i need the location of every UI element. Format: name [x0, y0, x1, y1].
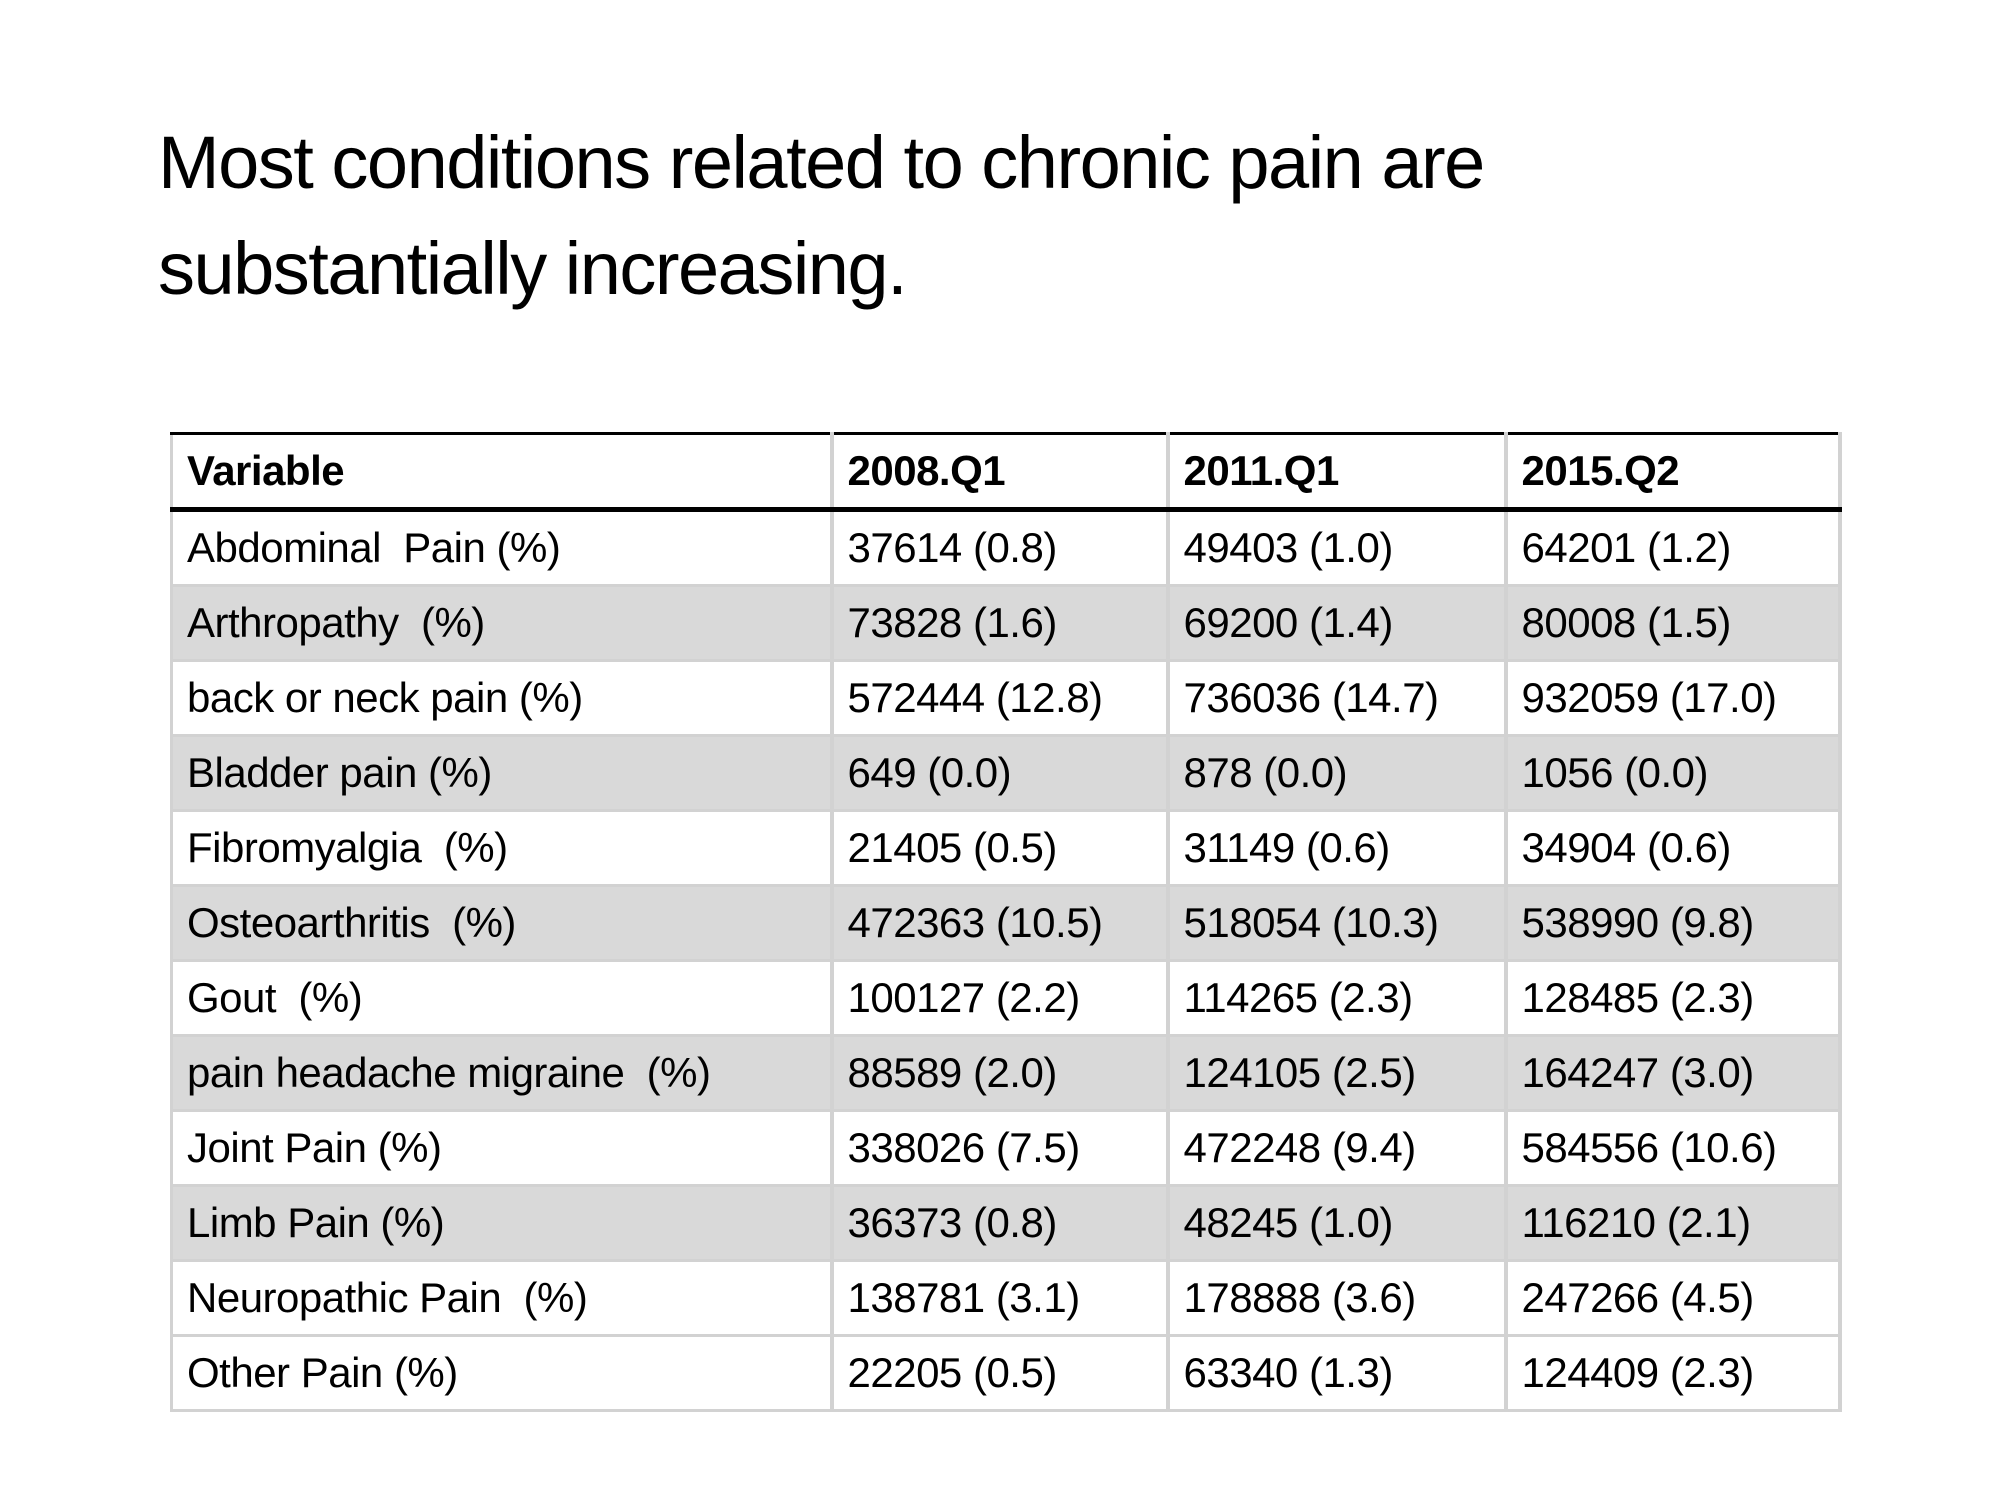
condition-label: pain headache migraine (%)	[171, 1035, 834, 1112]
value-2008q1: 100127 (2.2)	[831, 960, 1170, 1037]
condition-label: Fibromyalgia (%)	[171, 810, 834, 887]
condition-label: Gout (%)	[171, 960, 834, 1037]
value-2008q1: 22205 (0.5)	[831, 1335, 1170, 1412]
value-2015q2: 124409 (2.3)	[1505, 1335, 1842, 1412]
table-header-row: Variable 2008.Q1 2011.Q1 2015.Q2	[171, 433, 1842, 512]
value-2015q2: 538990 (9.8)	[1505, 885, 1842, 962]
condition-label: Abdominal Pain (%)	[171, 509, 834, 587]
value-2011q1: 878 (0.0)	[1167, 735, 1508, 812]
value-2011q1: 31149 (0.6)	[1167, 810, 1508, 887]
slide-title-line-1: Most conditions related to chronic pain …	[158, 121, 1485, 204]
value-2015q2: 64201 (1.2)	[1505, 509, 1842, 587]
condition-label: Joint Pain (%)	[171, 1110, 834, 1187]
table-row: Osteoarthritis (%) 472363 (10.5) 518054 …	[171, 885, 1842, 962]
col-header-2011q1: 2011.Q1	[1167, 433, 1508, 512]
value-2011q1: 736036 (14.7)	[1167, 660, 1508, 737]
value-2008q1: 338026 (7.5)	[831, 1110, 1170, 1187]
value-2011q1: 48245 (1.0)	[1167, 1185, 1508, 1262]
value-2011q1: 518054 (10.3)	[1167, 885, 1508, 962]
value-2011q1: 49403 (1.0)	[1167, 509, 1508, 587]
slide-title: Most conditions related to chronic pain …	[158, 110, 1485, 322]
value-2015q2: 247266 (4.5)	[1505, 1260, 1842, 1337]
col-header-2015q2: 2015.Q2	[1505, 433, 1842, 512]
value-2011q1: 63340 (1.3)	[1167, 1335, 1508, 1412]
value-2015q2: 932059 (17.0)	[1505, 660, 1842, 737]
value-2015q2: 116210 (2.1)	[1505, 1185, 1842, 1262]
table-row: Neuropathic Pain (%) 138781 (3.1) 178888…	[171, 1260, 1842, 1337]
condition-label: Other Pain (%)	[171, 1335, 834, 1412]
table-row: Fibromyalgia (%) 21405 (0.5) 31149 (0.6)…	[171, 810, 1842, 887]
col-header-variable: Variable	[171, 433, 834, 512]
table-row: Arthropathy (%) 73828 (1.6) 69200 (1.4) …	[171, 585, 1842, 662]
value-2015q2: 164247 (3.0)	[1505, 1035, 1842, 1112]
col-header-2008q1: 2008.Q1	[831, 433, 1170, 512]
value-2015q2: 80008 (1.5)	[1505, 585, 1842, 662]
condition-label: Bladder pain (%)	[171, 735, 834, 812]
slide-title-line-2: substantially increasing.	[158, 227, 908, 310]
value-2011q1: 124105 (2.5)	[1167, 1035, 1508, 1112]
value-2015q2: 1056 (0.0)	[1505, 735, 1842, 812]
value-2008q1: 649 (0.0)	[831, 735, 1170, 812]
value-2008q1: 73828 (1.6)	[831, 585, 1170, 662]
value-2008q1: 138781 (3.1)	[831, 1260, 1170, 1337]
condition-label: Osteoarthritis (%)	[171, 885, 834, 962]
value-2011q1: 114265 (2.3)	[1167, 960, 1508, 1037]
condition-label: Arthropathy (%)	[171, 585, 834, 662]
value-2015q2: 34904 (0.6)	[1505, 810, 1842, 887]
table-body: Abdominal Pain (%) 37614 (0.8) 49403 (1.…	[171, 509, 1842, 1412]
table-row: Bladder pain (%) 649 (0.0) 878 (0.0) 105…	[171, 735, 1842, 812]
condition-label: back or neck pain (%)	[171, 660, 834, 737]
table-row: Abdominal Pain (%) 37614 (0.8) 49403 (1.…	[171, 509, 1842, 587]
value-2008q1: 37614 (0.8)	[831, 509, 1170, 587]
value-2011q1: 178888 (3.6)	[1167, 1260, 1508, 1337]
value-2015q2: 128485 (2.3)	[1505, 960, 1842, 1037]
value-2011q1: 472248 (9.4)	[1167, 1110, 1508, 1187]
value-2008q1: 36373 (0.8)	[831, 1185, 1170, 1262]
condition-label: Neuropathic Pain (%)	[171, 1260, 834, 1337]
table-row: Other Pain (%) 22205 (0.5) 63340 (1.3) 1…	[171, 1335, 1842, 1412]
table-row: Joint Pain (%) 338026 (7.5) 472248 (9.4)…	[171, 1110, 1842, 1187]
value-2008q1: 572444 (12.8)	[831, 660, 1170, 737]
table-row: pain headache migraine (%) 88589 (2.0) 1…	[171, 1035, 1842, 1112]
condition-label: Limb Pain (%)	[171, 1185, 834, 1262]
value-2008q1: 88589 (2.0)	[831, 1035, 1170, 1112]
value-2015q2: 584556 (10.6)	[1505, 1110, 1842, 1187]
table-row: Gout (%) 100127 (2.2) 114265 (2.3) 12848…	[171, 960, 1842, 1037]
value-2008q1: 21405 (0.5)	[831, 810, 1170, 887]
table-row: back or neck pain (%) 572444 (12.8) 7360…	[171, 660, 1842, 737]
table-row: Limb Pain (%) 36373 (0.8) 48245 (1.0) 11…	[171, 1185, 1842, 1262]
value-2008q1: 472363 (10.5)	[831, 885, 1170, 962]
conditions-table: Variable 2008.Q1 2011.Q1 2015.Q2 Abdomin…	[170, 432, 1842, 1412]
value-2011q1: 69200 (1.4)	[1167, 585, 1508, 662]
